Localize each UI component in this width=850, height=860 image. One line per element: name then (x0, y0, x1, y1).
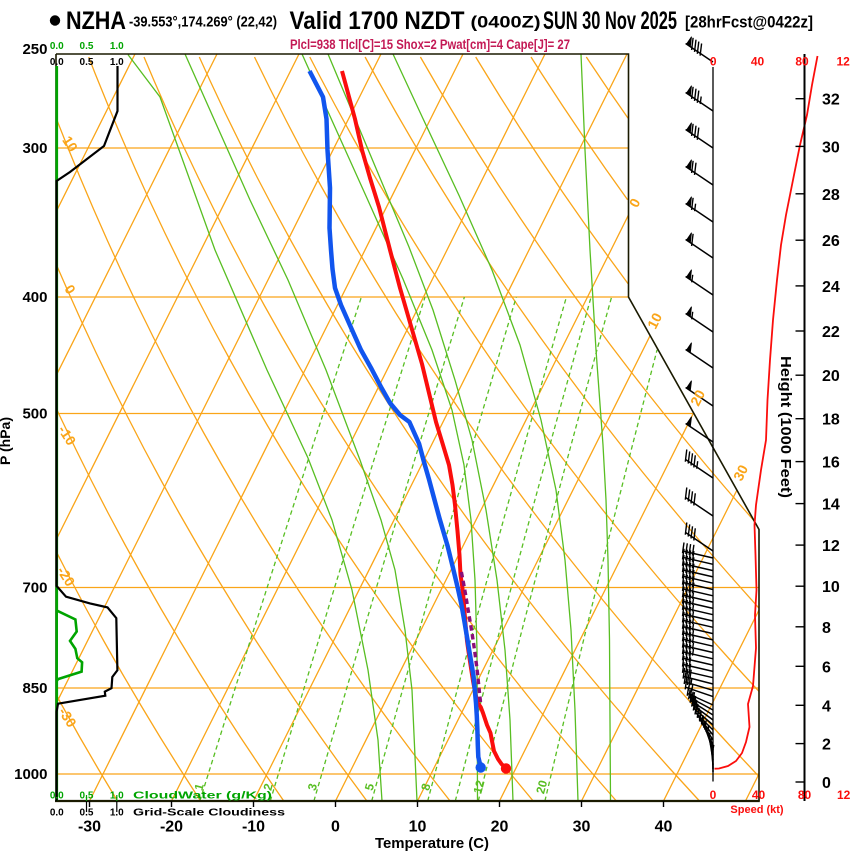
svg-text:8: 8 (822, 620, 831, 637)
svg-text:400: 400 (22, 289, 47, 306)
svg-text:10: 10 (822, 579, 840, 596)
svg-text:250: 250 (22, 41, 47, 58)
svg-text:4: 4 (822, 698, 831, 715)
svg-text:30: 30 (573, 819, 591, 836)
svg-text:20: 20 (533, 778, 550, 795)
svg-text:2: 2 (261, 782, 276, 792)
svg-text:18: 18 (822, 412, 840, 429)
svg-text:300: 300 (22, 140, 47, 157)
svg-text:30: 30 (730, 462, 751, 483)
svg-text:30: 30 (822, 139, 840, 156)
svg-text:12: 12 (471, 778, 488, 795)
svg-text:20: 20 (822, 368, 840, 385)
svg-text:5: 5 (362, 782, 377, 792)
svg-text:0: 0 (710, 788, 717, 802)
svg-text:10: 10 (644, 310, 665, 331)
svg-text:1.0: 1.0 (110, 57, 124, 68)
svg-text:500: 500 (22, 406, 47, 423)
svg-text:0.0: 0.0 (50, 791, 64, 802)
svg-text:-10: -10 (242, 819, 265, 836)
svg-text:0.5: 0.5 (80, 57, 94, 68)
svg-text:28: 28 (822, 187, 840, 204)
svg-text:CloudWater (g/Kg): CloudWater (g/Kg) (133, 791, 272, 802)
svg-text:40: 40 (752, 788, 766, 802)
svg-text:20: 20 (687, 387, 708, 408)
svg-text:40: 40 (751, 55, 765, 69)
svg-text:0.5: 0.5 (80, 41, 94, 52)
svg-text:6: 6 (822, 659, 831, 676)
svg-text:Speed (kt): Speed (kt) (730, 804, 784, 816)
svg-text:0.5: 0.5 (80, 808, 94, 819)
svg-text:80: 80 (795, 55, 809, 69)
svg-text:0: 0 (822, 775, 831, 792)
svg-text:0: 0 (331, 819, 340, 836)
svg-text:0.0: 0.0 (50, 41, 64, 52)
svg-text:80: 80 (798, 788, 812, 802)
svg-text:[28hrFcst@0422z]: [28hrFcst@0422z] (685, 14, 813, 32)
svg-text:-30: -30 (78, 819, 101, 836)
svg-text:3: 3 (305, 782, 320, 792)
svg-text:10: 10 (409, 819, 427, 836)
svg-text:850: 850 (22, 680, 47, 697)
svg-text:1000: 1000 (14, 766, 47, 783)
svg-text:20: 20 (491, 819, 509, 836)
svg-text:1: 1 (192, 782, 207, 792)
svg-text:40: 40 (655, 819, 673, 836)
svg-text:120: 120 (836, 55, 850, 69)
svg-text:Valid 1700 NZDT: Valid 1700 NZDT (290, 7, 465, 35)
svg-text:700: 700 (22, 580, 47, 597)
svg-text:P (hPa): P (hPa) (0, 417, 13, 465)
svg-text:-20: -20 (160, 819, 183, 836)
svg-text:10: 10 (59, 133, 81, 155)
svg-text:2: 2 (822, 737, 831, 754)
svg-text:NZHA: NZHA (66, 7, 126, 35)
svg-text:22: 22 (822, 324, 840, 341)
svg-text:14: 14 (822, 497, 840, 514)
svg-text:Grid-Scale Cloudiness: Grid-Scale Cloudiness (133, 808, 286, 819)
svg-text:0.0: 0.0 (50, 57, 64, 68)
svg-text:(0400Z): (0400Z) (471, 14, 541, 32)
svg-text:8: 8 (418, 782, 433, 792)
svg-text:16: 16 (822, 455, 840, 472)
svg-text:32: 32 (822, 92, 840, 109)
svg-text:120: 120 (837, 788, 850, 802)
svg-text:0: 0 (710, 55, 717, 69)
svg-text:12: 12 (822, 538, 840, 555)
svg-text:Plcl=938 Tlcl[C]=15 Shox=2 Pwa: Plcl=938 Tlcl[C]=15 Shox=2 Pwat[cm]=4 Ca… (290, 37, 570, 52)
svg-text:-39.553°,174.269° (22,42): -39.553°,174.269° (22,42) (129, 14, 277, 31)
svg-text:SUN 30 Nov 2025: SUN 30 Nov 2025 (543, 7, 677, 35)
svg-text:26: 26 (822, 233, 840, 250)
svg-text:Height (1000 Feet): Height (1000 Feet) (777, 356, 793, 498)
svg-text:24: 24 (822, 279, 840, 296)
svg-text:1.0: 1.0 (110, 41, 124, 52)
svg-text:1.0: 1.0 (110, 808, 124, 819)
svg-text:Temperature (C): Temperature (C) (375, 835, 489, 852)
svg-text:0.0: 0.0 (50, 808, 64, 819)
